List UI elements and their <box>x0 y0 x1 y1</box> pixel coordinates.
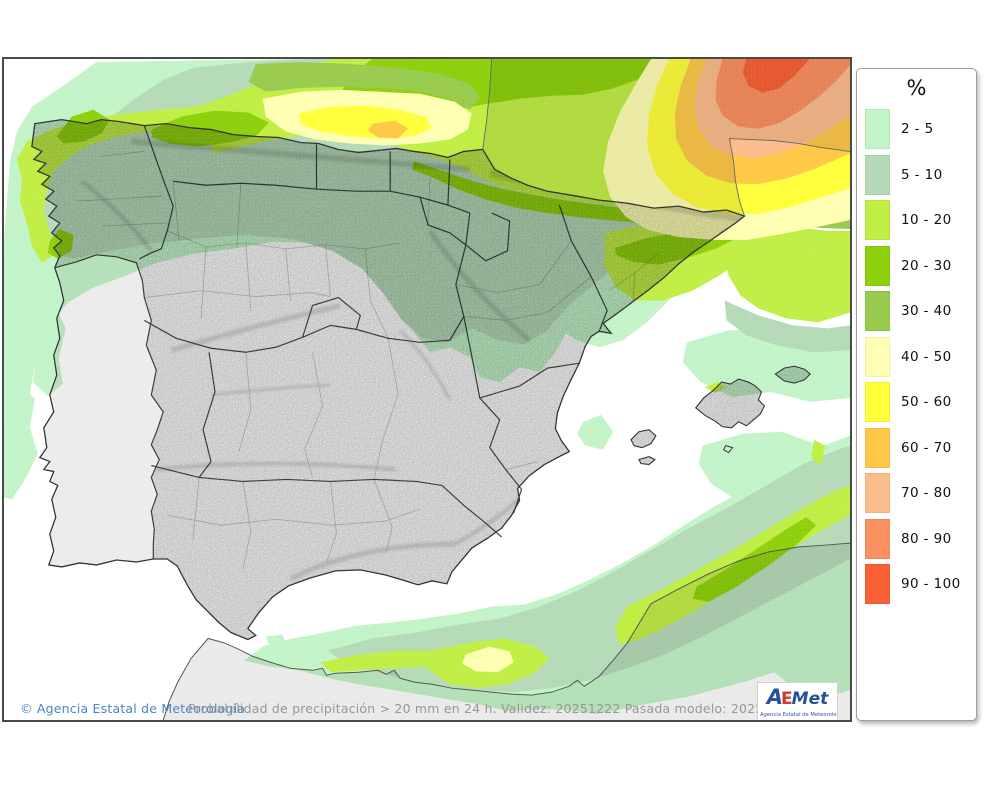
legend-swatch <box>865 518 890 559</box>
legend-swatch <box>865 200 890 240</box>
legend-item: 10 - 20 <box>865 200 976 240</box>
logo-subtitle: Agencia Estatal de Meteorología <box>759 712 838 718</box>
legend-range-label: 70 - 80 <box>901 485 952 501</box>
legend-swatch <box>865 427 890 468</box>
legend-range-label: 40 - 50 <box>901 348 952 365</box>
legend-item: 30 - 40 <box>865 291 976 331</box>
legend-range-label: 60 - 70 <box>901 439 952 456</box>
legend-item: 5 - 10 <box>865 154 976 195</box>
legend-range-label: 2 - 5 <box>901 121 934 137</box>
legend-item: 40 - 50 <box>865 336 976 377</box>
legend-range-label: 5 - 10 <box>901 166 943 183</box>
legend-range-label: 30 - 40 <box>901 303 952 319</box>
legend-item: 80 - 90 <box>865 518 976 559</box>
legend-panel: % 2 - 5 5 - 10 10 - 20 20 - 30 30 - 40 40 - 5… <box>856 68 977 721</box>
legend-swatch <box>865 154 890 195</box>
aemet-logo: AEMet Agencia Estatal de Meteorología <box>757 682 838 720</box>
legend-item: 20 - 30 <box>865 245 976 286</box>
legend-swatch <box>865 245 890 286</box>
precipitation-map-svg <box>4 59 850 720</box>
aemet-logo-wordmark: AEMet <box>758 683 837 709</box>
legend-item: 50 - 60 <box>865 382 976 422</box>
halftone-dots <box>4 59 850 720</box>
legend-range-label: 20 - 30 <box>901 257 952 274</box>
legend-swatch <box>865 109 890 149</box>
legend-swatch <box>865 564 890 604</box>
model-info-text: Probabilidad de precipitación > 20 mm en… <box>188 701 813 716</box>
legend-swatch <box>865 336 890 377</box>
legend-range-label: 50 - 60 <box>901 394 952 410</box>
legend-item: 70 - 80 <box>865 473 976 513</box>
legend-title: % <box>906 76 927 100</box>
legend-swatch <box>865 473 890 513</box>
logo-letter-e: E <box>781 689 793 709</box>
legend-item: 2 - 5 <box>865 109 976 149</box>
copyright-text: © Agencia Estatal de Meteorología <box>20 701 246 716</box>
legend-range-label: 90 - 100 <box>901 576 961 592</box>
legend-range-label: 80 - 90 <box>901 530 952 547</box>
legend-item: 60 - 70 <box>865 427 976 468</box>
legend-items: 2 - 5 5 - 10 10 - 20 20 - 30 30 - 40 40 - 50 5… <box>857 109 976 604</box>
map-canvas: © Agencia Estatal de Meteorología Probab… <box>2 57 852 722</box>
logo-letter-met: Met <box>791 689 829 709</box>
logo-letter-a: A <box>766 685 783 709</box>
legend-item: 90 - 100 <box>865 564 976 604</box>
legend-swatch <box>865 291 890 331</box>
legend-swatch <box>865 382 890 422</box>
legend-range-label: 10 - 20 <box>901 212 952 228</box>
